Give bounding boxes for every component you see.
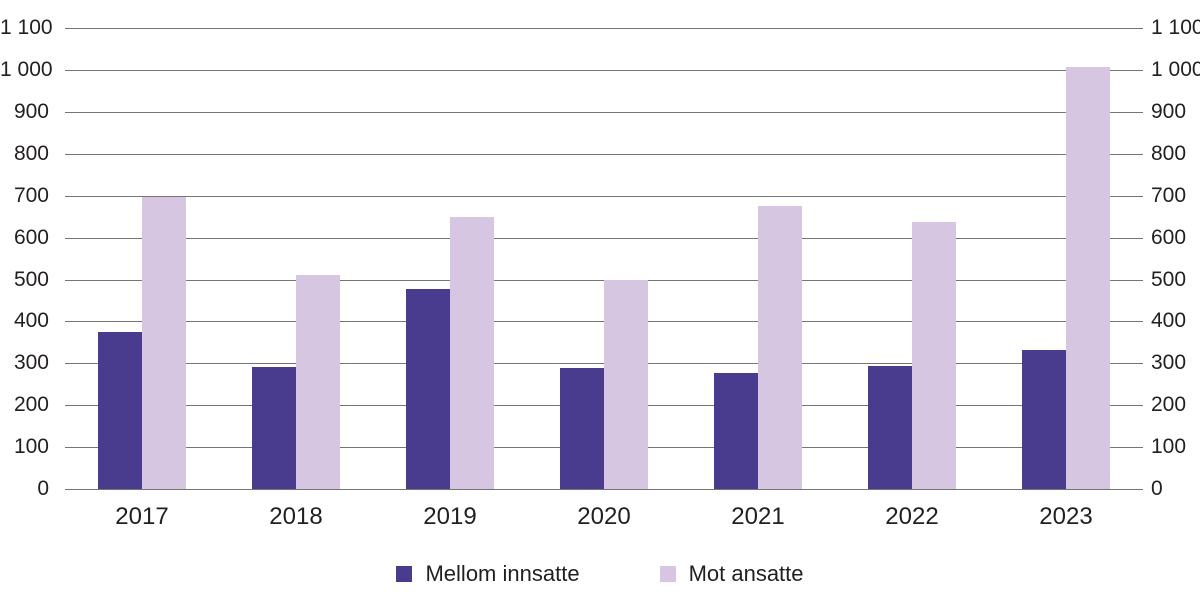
legend-item-mellom-innsatte: Mellom innsatte <box>396 560 580 588</box>
bar-mot-ansatte-2021 <box>758 205 802 489</box>
y-axis-right-tick-800: 800 <box>1151 141 1187 165</box>
plot-area <box>65 28 1143 490</box>
gridline-y-600 <box>65 237 1143 239</box>
y-axis-left-tick-1100: 1 100 <box>0 16 53 39</box>
y-axis-right-tick-400: 400 <box>1151 309 1187 333</box>
bar-mellom-innsatte-2022 <box>868 366 912 489</box>
y-axis-left-tick-400: 400 <box>13 309 49 333</box>
y-axis-right-tick-700: 700 <box>1151 183 1187 207</box>
y-axis-right-tick-600: 600 <box>1151 225 1187 249</box>
gridline-y-0 <box>65 489 1143 490</box>
bar-mot-ansatte-2022 <box>912 221 956 489</box>
y-axis-left-tick-200: 200 <box>13 393 49 417</box>
bar-mellom-innsatte-2021 <box>714 373 758 489</box>
bar-mot-ansatte-2023 <box>1066 67 1110 489</box>
x-axis-tick-2021: 2021 <box>731 503 785 530</box>
y-axis-right-tick-300: 300 <box>1151 351 1187 375</box>
legend-label-mellom-innsatte: Mellom innsatte <box>425 561 580 586</box>
y-axis-right-tick-100: 100 <box>1151 435 1187 459</box>
bar-mellom-innsatte-2018 <box>252 367 296 489</box>
y-axis-right-tick-1000: 1 000 <box>1151 57 1200 81</box>
legend-swatch-mot-ansatte <box>659 566 676 582</box>
legend-swatch-mellom-innsatte <box>396 566 413 582</box>
y-axis-left-tick-100: 100 <box>13 435 49 459</box>
y-axis-left-tick-600: 600 <box>13 225 49 249</box>
bar-mot-ansatte-2018 <box>296 274 340 489</box>
bar-mot-ansatte-2019 <box>450 216 494 489</box>
y-axis-right-tick-900: 900 <box>1151 99 1187 123</box>
y-axis-left-tick-0: 0 <box>37 477 49 500</box>
x-axis-tick-2022: 2022 <box>885 503 939 530</box>
y-axis-left-tick-1000: 1 000 <box>0 57 53 81</box>
x-axis-tick-2020: 2020 <box>577 503 631 530</box>
y-axis-left-tick-500: 500 <box>13 267 49 291</box>
x-axis-tick-2018: 2018 <box>269 503 323 530</box>
bar-mellom-innsatte-2017 <box>98 331 142 489</box>
bar-mellom-innsatte-2020 <box>560 368 604 489</box>
legend: Mellom innsatte Mot ansatte <box>0 560 1200 588</box>
y-axis-right-tick-200: 200 <box>1151 393 1187 417</box>
bar-mellom-innsatte-2023 <box>1022 349 1066 489</box>
bar-mellom-innsatte-2019 <box>406 289 450 489</box>
y-axis-left-tick-700: 700 <box>13 183 49 207</box>
y-axis-left-tick-800: 800 <box>13 141 49 165</box>
gridline-y-700 <box>65 195 1143 197</box>
y-axis-left-tick-300: 300 <box>13 351 49 375</box>
y-axis-right-tick-0: 0 <box>1151 477 1163 500</box>
gridline-y-1100 <box>65 28 1143 29</box>
bar-mot-ansatte-2017 <box>142 196 186 489</box>
gridline-y-800 <box>65 153 1143 155</box>
x-axis-tick-2023: 2023 <box>1039 503 1093 530</box>
gridline-y-900 <box>65 111 1143 113</box>
legend-label-mot-ansatte: Mot ansatte <box>688 561 804 586</box>
y-axis-right-tick-1100: 1 100 <box>1151 16 1200 39</box>
bar-mot-ansatte-2020 <box>604 279 648 489</box>
x-axis-tick-2019: 2019 <box>423 503 477 530</box>
legend-item-mot-ansatte: Mot ansatte <box>659 560 804 588</box>
x-axis-tick-2017: 2017 <box>115 503 169 530</box>
y-axis-left-tick-900: 900 <box>13 99 49 123</box>
gridline-y-1000 <box>65 69 1143 71</box>
y-axis-right-tick-500: 500 <box>1151 267 1187 291</box>
